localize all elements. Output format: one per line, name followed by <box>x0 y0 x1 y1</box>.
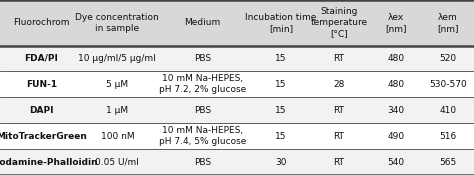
Text: Medium: Medium <box>184 18 221 27</box>
Text: Rhodamine-Phalloidin: Rhodamine-Phalloidin <box>0 158 97 167</box>
Text: λex
[nm]: λex [nm] <box>385 13 407 33</box>
Text: RT: RT <box>333 132 345 141</box>
Text: Dye concentration
in sample: Dye concentration in sample <box>75 13 159 33</box>
Text: FDA/PI: FDA/PI <box>25 54 58 63</box>
Text: 480: 480 <box>387 54 404 63</box>
Text: λem
[nm]: λem [nm] <box>437 13 459 33</box>
Text: 15: 15 <box>275 106 287 115</box>
Bar <box>0 97 474 123</box>
Text: PBS: PBS <box>194 158 211 167</box>
Text: 516: 516 <box>439 132 456 141</box>
Text: 30: 30 <box>275 158 287 167</box>
Text: 10 mM Na-HEPES,
pH 7.4, 5% glucose: 10 mM Na-HEPES, pH 7.4, 5% glucose <box>159 126 246 146</box>
Text: 10 μg/ml/5 μg/ml: 10 μg/ml/5 μg/ml <box>78 54 156 63</box>
Text: MitoTrackerGreen: MitoTrackerGreen <box>0 132 87 141</box>
Text: PBS: PBS <box>194 106 211 115</box>
Text: 5 μM: 5 μM <box>106 80 128 89</box>
Text: PBS: PBS <box>194 54 211 63</box>
Text: 1 μM: 1 μM <box>106 106 128 115</box>
Text: FUN-1: FUN-1 <box>26 80 57 89</box>
Text: 340: 340 <box>387 106 404 115</box>
Text: Fluorochrom: Fluorochrom <box>13 18 70 27</box>
Text: 410: 410 <box>439 106 456 115</box>
Text: 565: 565 <box>439 158 456 167</box>
Text: Staining
temperature
[°C]: Staining temperature [°C] <box>310 7 367 38</box>
Bar <box>0 46 474 71</box>
Text: DAPI: DAPI <box>29 106 54 115</box>
Text: 28: 28 <box>333 80 345 89</box>
Text: 490: 490 <box>387 132 404 141</box>
Bar <box>0 123 474 149</box>
Bar <box>0 71 474 97</box>
Text: 480: 480 <box>387 80 404 89</box>
Text: Incubation time
[min]: Incubation time [min] <box>245 13 317 33</box>
Text: 520: 520 <box>439 54 456 63</box>
Text: RT: RT <box>333 106 345 115</box>
Text: 530-570: 530-570 <box>429 80 467 89</box>
Text: 540: 540 <box>387 158 404 167</box>
Bar <box>0 149 474 175</box>
Text: 10 mM Na-HEPES,
pH 7.2, 2% glucose: 10 mM Na-HEPES, pH 7.2, 2% glucose <box>159 74 246 94</box>
Text: 15: 15 <box>275 54 287 63</box>
Text: RT: RT <box>333 158 345 167</box>
Text: RT: RT <box>333 54 345 63</box>
Text: 15: 15 <box>275 80 287 89</box>
Text: 100 nM: 100 nM <box>100 132 134 141</box>
Text: 0.05 U/ml: 0.05 U/ml <box>95 158 139 167</box>
Text: 15: 15 <box>275 132 287 141</box>
Bar <box>0 0 474 46</box>
